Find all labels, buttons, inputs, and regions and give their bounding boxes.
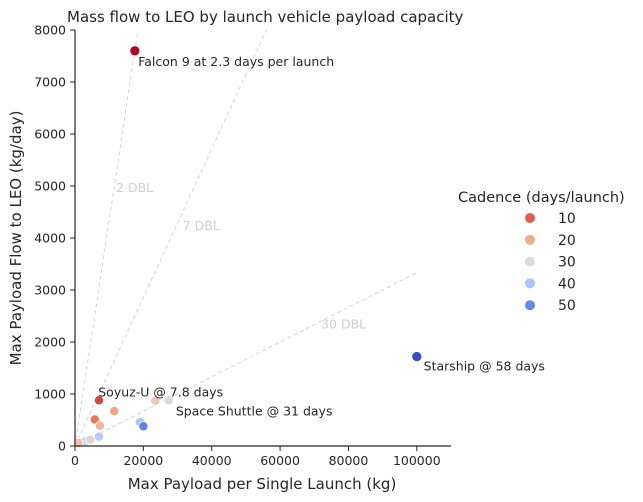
- chart-title: Mass flow to LEO by launch vehicle paylo…: [67, 8, 464, 26]
- y-tick-label: 8000: [34, 23, 66, 38]
- y-tick-label: 4000: [34, 231, 66, 246]
- legend-marker: [525, 234, 535, 245]
- data-point: [411, 351, 423, 362]
- y-tick-label: 6000: [34, 127, 66, 142]
- data-point: [73, 437, 84, 448]
- legend-marker: [525, 300, 535, 311]
- y-tick-label: 7000: [34, 75, 66, 90]
- data-point: [150, 395, 161, 406]
- data-point: [93, 395, 104, 406]
- legend-label: 50: [558, 298, 576, 314]
- legend-marker: [525, 278, 535, 289]
- annotations: Falcon 9 at 2.3 days per launch Starship…: [98, 54, 545, 418]
- guide-label-7dbl: 7 DBL: [183, 218, 220, 233]
- data-point: [138, 421, 149, 432]
- guide-label-2dbl: 2 DBL: [116, 180, 153, 195]
- legend-label: 20: [558, 233, 576, 249]
- legend-label: 40: [558, 276, 576, 292]
- axes: 0 20000 40000 60000 80000 100000 0 1000 2000 3000…: [34, 23, 451, 468]
- annotation-shuttle: Space Shuttle @ 31 days: [176, 404, 333, 419]
- data-point: [95, 420, 105, 431]
- y-tick-label: 1000: [34, 387, 66, 402]
- x-tick-label: 100000: [393, 453, 441, 468]
- legend-label: 30: [558, 255, 576, 271]
- legend-marker: [525, 213, 535, 223]
- legend-label: 10: [558, 211, 576, 227]
- data-point: [129, 45, 141, 57]
- y-axis-label: Max Payload Flow to LEO (kg/day): [7, 111, 25, 366]
- y-tick-label: 3000: [34, 283, 66, 298]
- data-point: [109, 406, 120, 417]
- x-tick-label: 40000: [192, 453, 232, 468]
- x-tick-label: 60000: [260, 453, 300, 468]
- x-tick-label: 0: [71, 453, 79, 468]
- data-point: [93, 431, 104, 442]
- reference-line-labels: 2 DBL 7 DBL 30 DBL: [116, 180, 366, 331]
- annotation-soyuz: Soyuz-U @ 7.8 days: [98, 384, 223, 399]
- x-tick-label: 20000: [123, 453, 163, 468]
- data-point: [164, 395, 174, 406]
- reference-lines: [74, 29, 418, 447]
- guide-label-30dbl: 30 DBL: [321, 316, 366, 331]
- y-tick-label: 0: [58, 439, 66, 454]
- data-point: [85, 434, 96, 445]
- annotation-starship: Starship @ 58 days: [424, 358, 545, 373]
- legend: Cadence (days/launch) 10 20 30 40 50: [458, 190, 625, 314]
- y-tick-label: 2000: [34, 335, 66, 350]
- x-axis-label: Max Payload per Single Launch (kg): [128, 475, 397, 493]
- legend-title: Cadence (days/launch): [458, 190, 625, 206]
- reference-line: [74, 272, 418, 447]
- x-tick-label: 80000: [329, 453, 369, 468]
- annotation-falcon9: Falcon 9 at 2.3 days per launch: [138, 54, 334, 69]
- legend-marker: [525, 256, 535, 267]
- y-tick-label: 5000: [34, 179, 66, 194]
- reference-line: [74, 29, 139, 447]
- reference-line: [74, 29, 267, 447]
